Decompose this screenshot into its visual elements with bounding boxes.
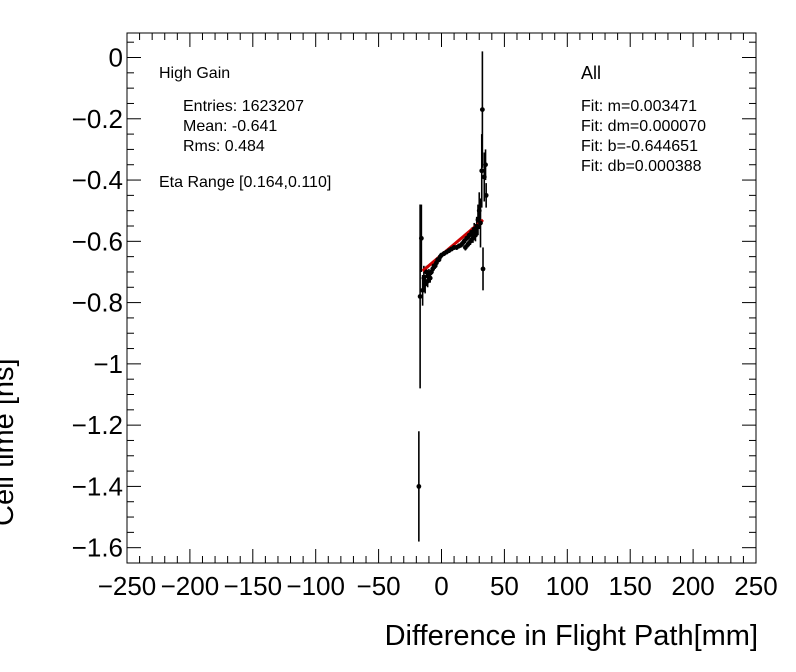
x-tick-label: −50	[357, 571, 401, 601]
x-tick-label: −200	[161, 571, 220, 601]
x-axis-title: Difference in Flight Path[mm]	[384, 620, 758, 652]
data-point	[474, 223, 480, 229]
y-tick-label: −0.4	[72, 165, 123, 195]
x-tick-label: 0	[434, 571, 448, 601]
y-tick-label: −1.4	[72, 471, 123, 501]
data-point	[479, 168, 485, 174]
y-axis-title: Cell time [ns]	[0, 358, 20, 526]
fit-dm-label: Fit: dm=0.000070	[581, 118, 706, 135]
fit-b-label: Fit: b=-0.644651	[581, 138, 698, 155]
data-point	[478, 220, 483, 226]
entries-label: Entries: 1623207	[183, 98, 304, 115]
y-tick-label: −0.8	[72, 288, 123, 318]
y-tick-label: 0	[109, 43, 123, 73]
data-point	[480, 266, 486, 272]
y-tick-label: −1	[93, 349, 123, 379]
data-point	[427, 275, 433, 281]
data-point	[476, 208, 482, 214]
data-point	[483, 192, 489, 198]
data-point	[416, 484, 422, 489]
data-point	[417, 294, 423, 299]
selection-label: All	[581, 63, 602, 83]
data-point	[421, 275, 427, 281]
x-tick-label: 200	[671, 571, 714, 601]
mean-label: Mean: -0.641	[183, 118, 278, 135]
error-bars	[418, 51, 487, 542]
eta-range-label: Eta Range [0.164,0.110]	[159, 174, 332, 191]
fit-m-label: Fit: m=0.003471	[581, 98, 698, 115]
y-tick-label: −0.2	[72, 104, 123, 134]
gain-label: High Gain	[159, 65, 231, 82]
x-tick-label: −250	[98, 571, 157, 601]
y-tick-label: −0.6	[72, 226, 123, 256]
data-point	[418, 235, 424, 241]
data-point	[481, 174, 487, 180]
rms-label: Rms: 0.484	[183, 138, 265, 155]
x-tick-label: 250	[734, 571, 777, 601]
y-tick-label: −1.6	[72, 533, 123, 563]
fit-db-label: Fit: db=0.000388	[581, 158, 702, 175]
data-point	[483, 162, 488, 168]
axis-tick-labels: −250 −200 −150 −100 −50 0 50 100 150 200 250 0 −0.2 −…	[72, 43, 778, 601]
x-tick-label: 150	[609, 571, 652, 601]
data-point	[473, 232, 478, 238]
y-tick-label: −1.2	[72, 410, 123, 440]
x-tick-label: −100	[286, 571, 345, 601]
data-point	[420, 287, 426, 293]
x-tick-label: −150	[224, 571, 283, 601]
data-points	[416, 107, 489, 489]
x-tick-label: 50	[490, 571, 519, 601]
x-tick-label: 100	[546, 571, 589, 601]
axis-ticks	[126, 33, 757, 564]
data-point	[479, 107, 485, 112]
